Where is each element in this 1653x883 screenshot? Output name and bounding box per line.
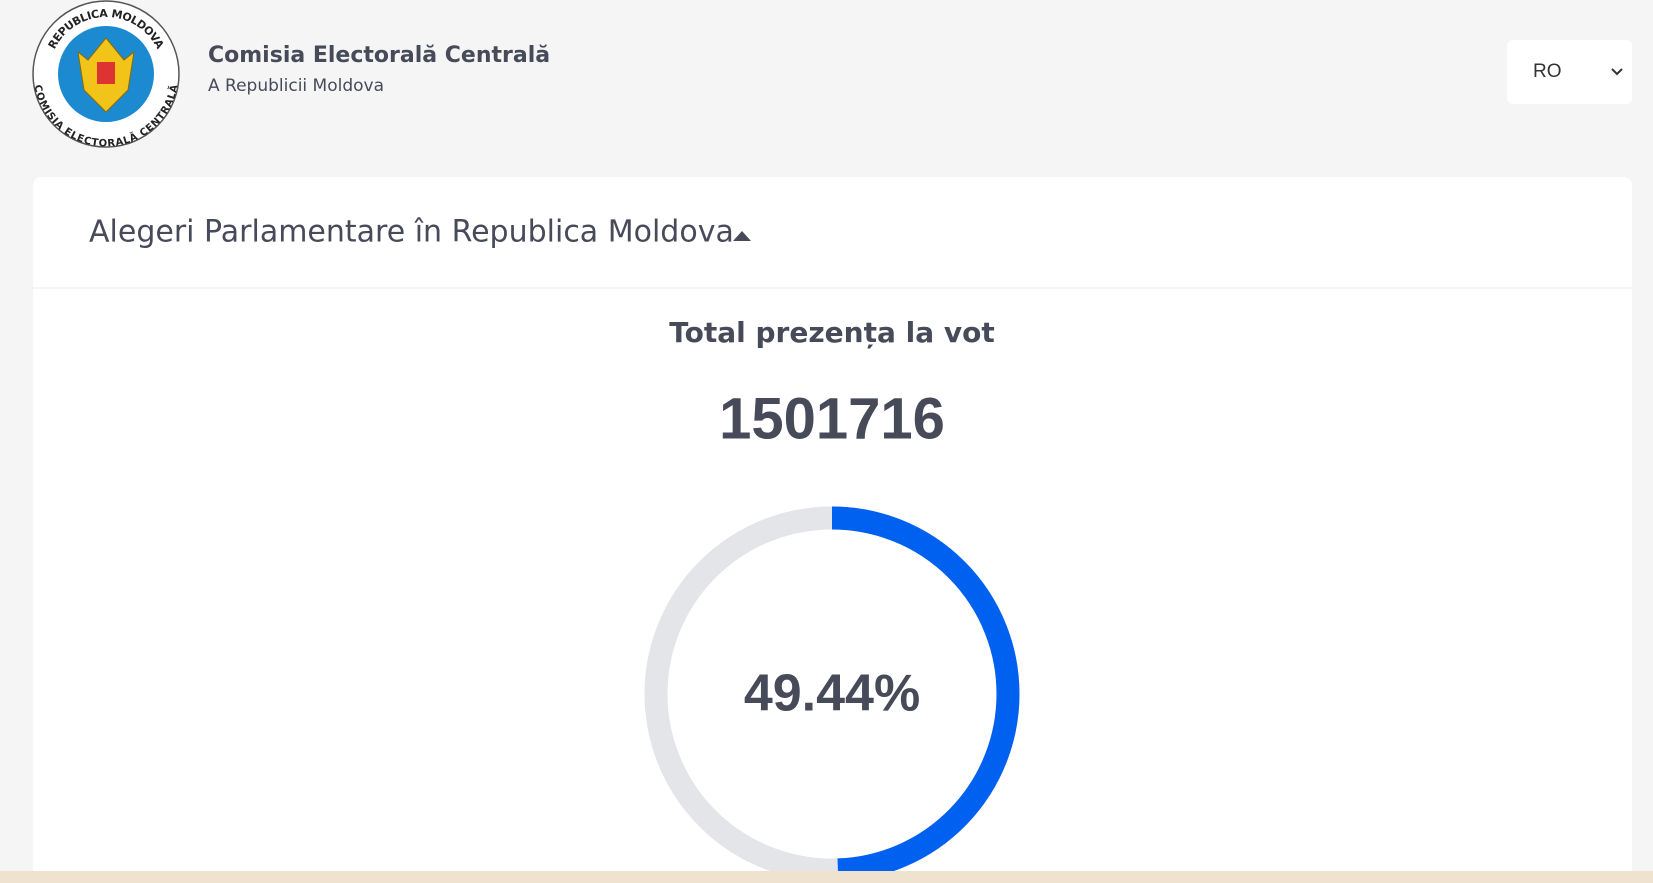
collapse-caret xyxy=(733,231,751,241)
select-value: RO xyxy=(1533,61,1562,82)
card-heading-toggle[interactable]: Alegeri Parlamentare în Republica Moldov… xyxy=(89,215,751,250)
select-box xyxy=(1507,40,1632,104)
language-select[interactable]: RO xyxy=(1507,40,1632,104)
turnout-total: 1501716 xyxy=(719,386,945,451)
gauge-arc xyxy=(644,506,1020,882)
taskbar-strip xyxy=(0,871,1653,883)
card-heading: Alegeri Parlamentare în Republica Moldov… xyxy=(89,215,734,250)
select-chevron xyxy=(1611,68,1623,76)
turnout-title: Total prezența la vot xyxy=(669,316,994,349)
site-title: Comisia Electorală Centrală xyxy=(208,43,550,68)
logo[interactable]: REPUBLICA MOLDOVA COMISIA ELECTORALĂ CEN… xyxy=(31,0,181,150)
turnout-percent: 49.44% xyxy=(744,665,920,723)
logo-shield xyxy=(97,62,115,84)
turnout-gauge xyxy=(644,506,1020,882)
site-subtitle: A Republicii Moldova xyxy=(208,76,384,96)
card xyxy=(33,177,1632,883)
